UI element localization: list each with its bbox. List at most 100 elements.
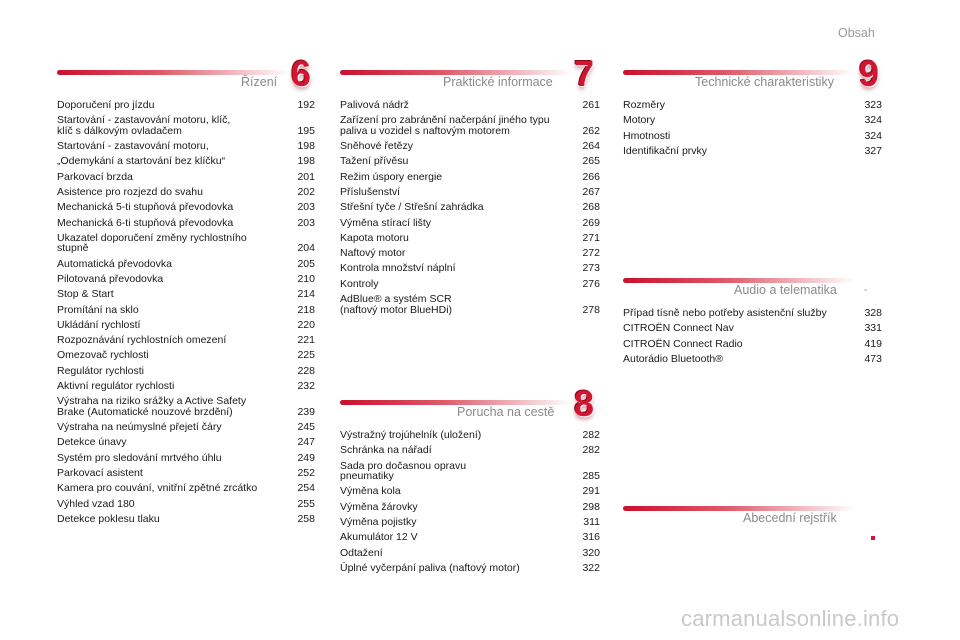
toc-entry[interactable]: Rozpoznávání rychlostních omezení 221: [57, 335, 315, 346]
toc-entry-title: Promítání na sklo: [57, 303, 139, 316]
toc-entry-page: 202: [297, 186, 315, 198]
toc-entry[interactable]: Motory 324: [623, 115, 882, 126]
toc-entry[interactable]: Výměna kola 291: [340, 486, 600, 497]
toc-entry-title: Výstraha na neúmyslné přejetí čáry: [57, 421, 222, 434]
toc-entry[interactable]: Výměna pojistky 311: [340, 517, 600, 528]
toc-entry[interactable]: Detekce poklesu tlaku 258: [57, 514, 315, 525]
toc-entry[interactable]: Regulátor rychlosti 228: [57, 366, 315, 377]
toc-entry[interactable]: Střešní tyče / Střešní zahrádka 268: [340, 202, 600, 213]
toc-entry[interactable]: Ukazatel doporučení změny rychlostního s…: [57, 232, 315, 254]
toc-entry[interactable]: Aktivní regulátor rychlosti 232: [57, 381, 315, 392]
toc-entry[interactable]: Naftový motor 272: [340, 248, 600, 259]
toc-entry[interactable]: Ukládání rychlostí 220: [57, 320, 315, 331]
toc-entry-page: 264: [582, 140, 600, 153]
toc-entry-page: 239: [297, 405, 315, 418]
toc-entry-title: Parkovací asistent: [57, 466, 143, 479]
section-number-badge[interactable]: 7: [573, 53, 595, 94]
toc-entry[interactable]: Omezovač rychlosti 225: [57, 350, 315, 361]
toc-entry[interactable]: Stop & Start 214: [57, 289, 315, 300]
section-number-badge[interactable]: 8: [573, 383, 595, 424]
section-title[interactable]: Praktické informace: [443, 75, 553, 89]
toc-entry[interactable]: Startování - zastavování motoru, 198: [57, 141, 315, 152]
toc-entry-page: 247: [297, 436, 315, 449]
toc-entry[interactable]: Mechanická 6-ti stupňová převodovka 203: [57, 217, 315, 229]
toc-entry[interactable]: Autorádio Bluetooth® 473: [623, 354, 882, 365]
toc-entry[interactable]: Výstraha na neúmyslné přejetí čáry 245: [57, 422, 315, 433]
toc-entry[interactable]: Asistence pro rozjezd do svahu 202: [57, 187, 315, 198]
toc-entry-page: 316: [582, 531, 600, 544]
toc-entry[interactable]: Automatická převodovka 205: [57, 259, 315, 270]
toc-entry[interactable]: Startování - zastavování motoru, klíč, k…: [57, 115, 315, 136]
toc-entry-page: 232: [297, 379, 315, 392]
toc-entry[interactable]: Parkovací brzda 201: [57, 172, 315, 183]
toc-entry[interactable]: Promítání na sklo 218: [57, 303, 315, 316]
toc-entry[interactable]: Sada pro dočasnou opravu pneumatiky 285: [340, 460, 600, 482]
toc-entry[interactable]: Zařízení pro zabránění načerpání jiného …: [340, 115, 600, 136]
section-title[interactable]: Abecední rejstřík: [743, 511, 837, 525]
section-header: Praktické informace 7: [340, 54, 600, 100]
toc-entry[interactable]: Výměna žárovky 298: [340, 502, 600, 513]
toc-entry-page: 192: [297, 99, 315, 111]
toc-entry-title: Odtažení: [340, 546, 383, 559]
toc-entry-title: Rozměry: [623, 99, 666, 111]
toc-list: Výstražný trojúhelník (uložení) 282 Schrán…: [340, 430, 600, 573]
toc-entry[interactable]: Kapota motoru 271: [340, 233, 600, 244]
section-number-badge[interactable]: 9: [858, 53, 880, 94]
toc-entry-page: 272: [582, 247, 600, 260]
toc-entry[interactable]: Sněhové řetězy 264: [340, 141, 600, 152]
section-header: Technické charakteristiky 9: [623, 54, 882, 100]
toc-entry[interactable]: CITROËN Connect Radio 419: [623, 337, 882, 350]
toc-entry-title: Schránka na nářadí: [340, 444, 432, 457]
toc-entry[interactable]: Identifikační prvky 327: [623, 146, 882, 157]
section-bar: [340, 400, 572, 405]
toc-entry[interactable]: Výhled vzad 180 255: [57, 497, 315, 510]
section-title[interactable]: Porucha na cestě: [457, 405, 555, 419]
toc-entry[interactable]: Pilotovaná převodovka 210: [57, 274, 315, 285]
toc-entry-page: 298: [582, 500, 600, 513]
toc-entry[interactable]: Doporučení pro jízdu 192: [57, 100, 315, 111]
toc-entry[interactable]: AdBlue® a systém SCR (naftový motor Blue…: [340, 294, 600, 315]
toc-entry[interactable]: Výměna stírací lišty 269: [340, 217, 600, 229]
toc-entry-title: Zařízení pro zabránění načerpání jiného …: [340, 114, 550, 137]
toc-entry[interactable]: Kontroly 276: [340, 279, 600, 290]
toc-entry[interactable]: Režim úspory energie 266: [340, 172, 600, 183]
toc-entry[interactable]: Případ tísně nebo potřeby asistenční slu…: [623, 308, 882, 319]
toc-entry[interactable]: Tažení přívěsu 265: [340, 156, 600, 167]
toc-entry-title: Aktivní regulátor rychlosti: [57, 379, 175, 392]
toc-entry[interactable]: Parkovací asistent 252: [57, 468, 315, 479]
toc-entry[interactable]: Kamera pro couvání, vnitřní zpětné zrcát…: [57, 483, 315, 494]
toc-entry-title: Parkovací brzda: [57, 170, 133, 183]
toc-entry[interactable]: Úplné vyčerpání paliva (naftový motor) 32…: [340, 563, 600, 574]
toc-entry[interactable]: CITROËN Connect Nav 331: [623, 323, 882, 334]
toc-entry-title: Tažení přívěsu: [340, 155, 409, 168]
toc-entry-page: 252: [297, 466, 315, 479]
toc-entry-page: 327: [864, 144, 882, 157]
toc-entry[interactable]: Výstražný trojúhelník (uložení) 282: [340, 430, 600, 441]
toc-entry[interactable]: „Odemykání a startování bez klíčku“ 198: [57, 156, 315, 167]
toc-entry-title: „Odemykání a startování bez klíčku“: [57, 155, 226, 168]
section-title[interactable]: Audio a telematika: [734, 283, 837, 297]
section-title[interactable]: Řízení: [241, 75, 278, 89]
toc-entry[interactable]: Kontrola množství náplní 273: [340, 263, 600, 274]
toc-entry[interactable]: Akumulátor 12 V 316: [340, 532, 600, 543]
toc-entry[interactable]: Mechanická 5-ti stupňová převodovka 203: [57, 202, 315, 213]
toc-entry-page: 249: [297, 451, 315, 464]
toc-entry[interactable]: Příslušenství 267: [340, 187, 600, 198]
toc-entry[interactable]: Systém pro sledování mrtvého úhlu 249: [57, 453, 315, 464]
toc-entry[interactable]: Detekce únavy 247: [57, 437, 315, 448]
toc-entry[interactable]: Odtažení 320: [340, 546, 600, 559]
section-title[interactable]: Technické charakteristiky: [695, 75, 834, 89]
toc-entry[interactable]: Výstraha na riziko srážky a Active Safet…: [57, 396, 315, 417]
toc-entry-page: 419: [864, 337, 882, 350]
toc-entry[interactable]: Schránka na nářadí 282: [340, 445, 600, 456]
toc-entry[interactable]: Hmotnosti 324: [623, 129, 882, 142]
toc-entry-page: 324: [864, 129, 882, 142]
toc-entry[interactable]: Palivová nádrž 261: [340, 100, 600, 111]
toc-entry-title: Úplné vyčerpání paliva (naftový motor): [340, 561, 520, 574]
section-number-badge[interactable]: 6: [290, 53, 312, 94]
toc-entry[interactable]: Rozměry 323: [623, 100, 882, 111]
toc-entry-title: Omezovač rychlosti: [57, 349, 149, 362]
toc-entry-title: Příslušenství: [340, 186, 401, 198]
section-abecedni: Abecední rejstřík: [623, 496, 882, 536]
toc-entry-title: Výhled vzad 180: [57, 497, 135, 510]
